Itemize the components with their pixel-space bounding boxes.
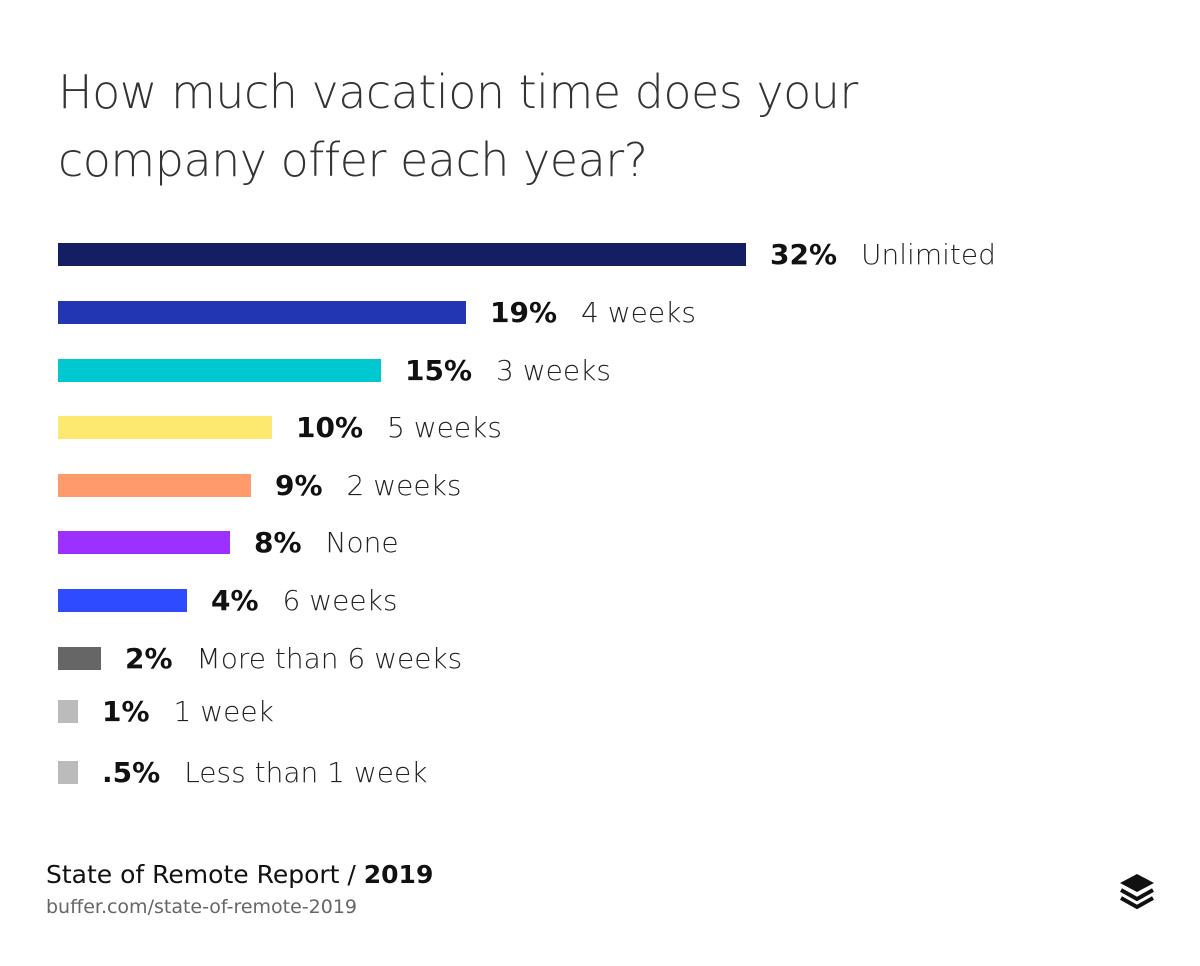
- bar-row-1-week: 1% 1 week: [58, 691, 274, 731]
- report-name: State of Remote Report /: [46, 860, 364, 889]
- bar: [58, 415, 272, 439]
- bar-row-2-weeks: 9% 2 weeks: [58, 465, 461, 505]
- bar: [58, 300, 466, 324]
- bar: [58, 646, 101, 670]
- bar-value: 2%: [125, 641, 173, 675]
- bar-label: 4 weeks: [581, 295, 696, 329]
- bar: [58, 760, 78, 784]
- bar-row-3-weeks: 15% 3 weeks: [58, 350, 611, 390]
- bar-row-none: 8% None: [58, 522, 399, 562]
- report-year: 2019: [363, 860, 434, 889]
- bar: [58, 530, 230, 554]
- bar-value: 8%: [254, 525, 302, 559]
- bar-row-more-than-6-weeks: 2% More than 6 weeks: [58, 638, 462, 678]
- bar-value: 10%: [296, 410, 364, 444]
- bar-label: None: [325, 525, 399, 559]
- bar-label: 2 weeks: [346, 468, 462, 502]
- bar-label: Less than 1 week: [184, 755, 428, 789]
- bar-value: .5%: [102, 755, 161, 789]
- buffer-stack-icon: [1120, 874, 1154, 910]
- bar: [58, 473, 251, 497]
- bar-value: 1%: [102, 694, 150, 728]
- bar-value: 9%: [275, 468, 323, 502]
- bar: [58, 588, 187, 612]
- report-title: State of Remote Report / 2019: [46, 860, 433, 889]
- bar: [58, 699, 78, 723]
- bar-value: 19%: [490, 295, 558, 329]
- bar-row-4-weeks: 19% 4 weeks: [58, 292, 696, 332]
- bar-row-5-weeks: 10% 5 weeks: [58, 407, 502, 447]
- bar-label: More than 6 weeks: [196, 641, 463, 675]
- bar-value: 4%: [211, 583, 259, 617]
- chart-title: How much vacation time does your company…: [58, 65, 858, 187]
- bar: [58, 358, 381, 382]
- bar-row-6-weeks: 4% 6 weeks: [58, 580, 397, 620]
- bar-label: Unlimited: [861, 237, 996, 271]
- bar-value: 32%: [770, 237, 838, 271]
- bar-value: 15%: [405, 353, 473, 387]
- bar-label: 6 weeks: [282, 583, 398, 617]
- bar-label: 5 weeks: [387, 410, 502, 444]
- bar-label: 1 week: [173, 694, 274, 728]
- bar: [58, 242, 746, 266]
- bar-row-unlimited: 32% Unlimited: [58, 234, 996, 274]
- bar-label: 3 weeks: [496, 353, 611, 387]
- bar-row-less-than-1-week: .5% Less than 1 week: [58, 752, 427, 792]
- report-url: buffer.com/state-of-remote-2019: [46, 896, 358, 918]
